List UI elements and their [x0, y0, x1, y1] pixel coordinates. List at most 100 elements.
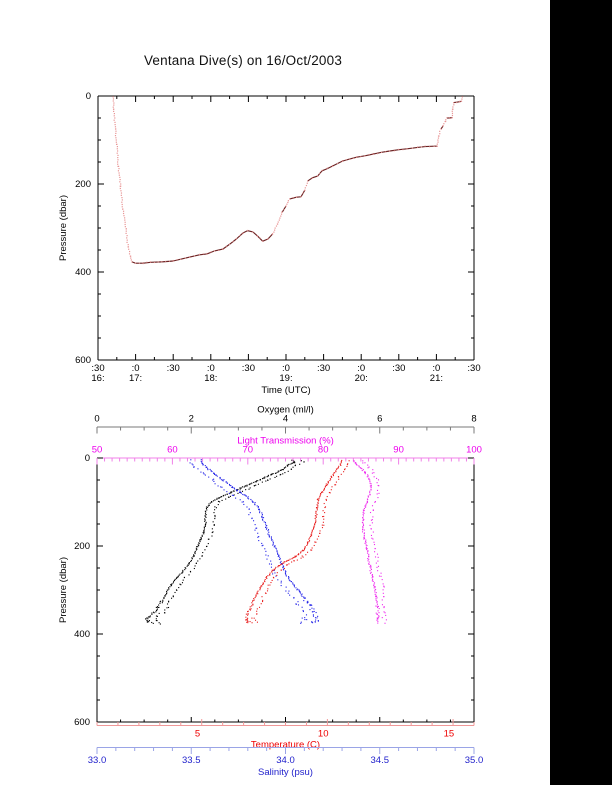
data-dot — [377, 622, 379, 624]
data-dot — [461, 98, 463, 100]
data-dot — [310, 549, 312, 551]
data-dot — [377, 497, 379, 499]
data-dot — [311, 621, 313, 623]
data-dot — [325, 484, 327, 486]
data-dot — [238, 491, 241, 493]
data-dot — [306, 541, 309, 543]
data-dot — [308, 538, 310, 540]
data-dot — [213, 478, 215, 480]
data-dot — [273, 569, 275, 572]
data-dot — [151, 612, 153, 614]
data-dot — [296, 559, 298, 561]
data-dot — [175, 578, 177, 580]
data-dot — [279, 217, 281, 219]
data-dot — [315, 516, 317, 518]
data-dot — [256, 608, 258, 610]
data-dot — [292, 582, 294, 584]
data-dot — [370, 483, 372, 485]
data-dot — [159, 602, 161, 604]
data-dot — [204, 518, 206, 520]
data-dot — [411, 147, 413, 149]
data-dot — [363, 512, 365, 514]
data-dot — [362, 523, 364, 525]
data-dot — [204, 465, 206, 467]
data-dot — [250, 483, 252, 485]
data-dot — [247, 620, 249, 622]
data-dot — [292, 462, 294, 464]
pressure-tick-label: 200 — [75, 179, 91, 190]
data-dot — [194, 553, 196, 555]
data-dot — [310, 604, 312, 606]
data-dot — [311, 531, 313, 533]
data-dot — [114, 124, 116, 126]
data-dot — [451, 116, 453, 119]
data-dot — [125, 228, 127, 230]
data-dot — [283, 467, 285, 469]
data-dot — [355, 463, 357, 466]
data-dot — [282, 562, 284, 564]
data-dot — [276, 551, 278, 553]
data-dot — [374, 501, 376, 503]
data-dot — [266, 577, 268, 580]
data-dot — [340, 461, 342, 463]
data-dot — [330, 475, 332, 477]
data-dot — [117, 150, 119, 152]
data-dot — [440, 128, 442, 130]
data-dot — [292, 466, 294, 468]
data-dot — [121, 199, 123, 201]
data-dot — [285, 574, 287, 576]
data-dot — [203, 527, 205, 529]
data-dot — [247, 617, 249, 619]
data-dot — [261, 512, 263, 514]
data-dot — [295, 555, 297, 557]
data-dot — [255, 595, 257, 597]
data-dot — [189, 256, 191, 258]
data-dot — [285, 466, 287, 468]
data-dot — [311, 547, 313, 549]
data-dot — [363, 534, 365, 536]
data-dot — [270, 581, 272, 584]
data-dot — [259, 237, 261, 239]
data-dot — [302, 192, 304, 194]
data-dot — [257, 505, 259, 508]
dive-trace-segment — [257, 235, 264, 242]
data-dot — [356, 464, 358, 466]
data-dot — [221, 478, 223, 481]
data-dot — [246, 484, 248, 486]
data-dot — [322, 491, 324, 493]
data-dot — [361, 468, 363, 470]
data-dot — [371, 580, 373, 582]
data-dot — [370, 488, 372, 490]
data-dot — [321, 170, 323, 172]
data-dot — [201, 534, 203, 536]
data-dot — [369, 570, 371, 572]
data-dot — [300, 551, 302, 553]
data-dot — [204, 515, 206, 517]
data-dot — [321, 524, 323, 526]
data-dot — [305, 614, 308, 616]
data-dot — [158, 606, 160, 608]
data-dot — [362, 513, 364, 515]
data-dot — [307, 551, 309, 553]
salinity-tick-label: 33.0 — [88, 755, 107, 766]
data-dot — [288, 563, 290, 565]
data-dot — [321, 491, 323, 494]
data-dot — [237, 488, 239, 491]
data-dot — [261, 517, 263, 519]
data-dot — [437, 139, 439, 141]
data-dot — [314, 515, 316, 517]
data-dot — [155, 619, 157, 622]
data-dot — [205, 466, 207, 469]
data-dot — [452, 106, 454, 108]
data-dot — [380, 575, 382, 577]
data-dot — [273, 569, 275, 571]
data-dot — [376, 597, 378, 599]
data-dot — [221, 479, 223, 481]
data-dot — [322, 510, 324, 512]
data-dot — [240, 492, 242, 494]
data-dot — [199, 253, 201, 255]
data-dot — [266, 476, 268, 478]
data-dot — [335, 481, 337, 483]
data-dot — [177, 576, 179, 578]
